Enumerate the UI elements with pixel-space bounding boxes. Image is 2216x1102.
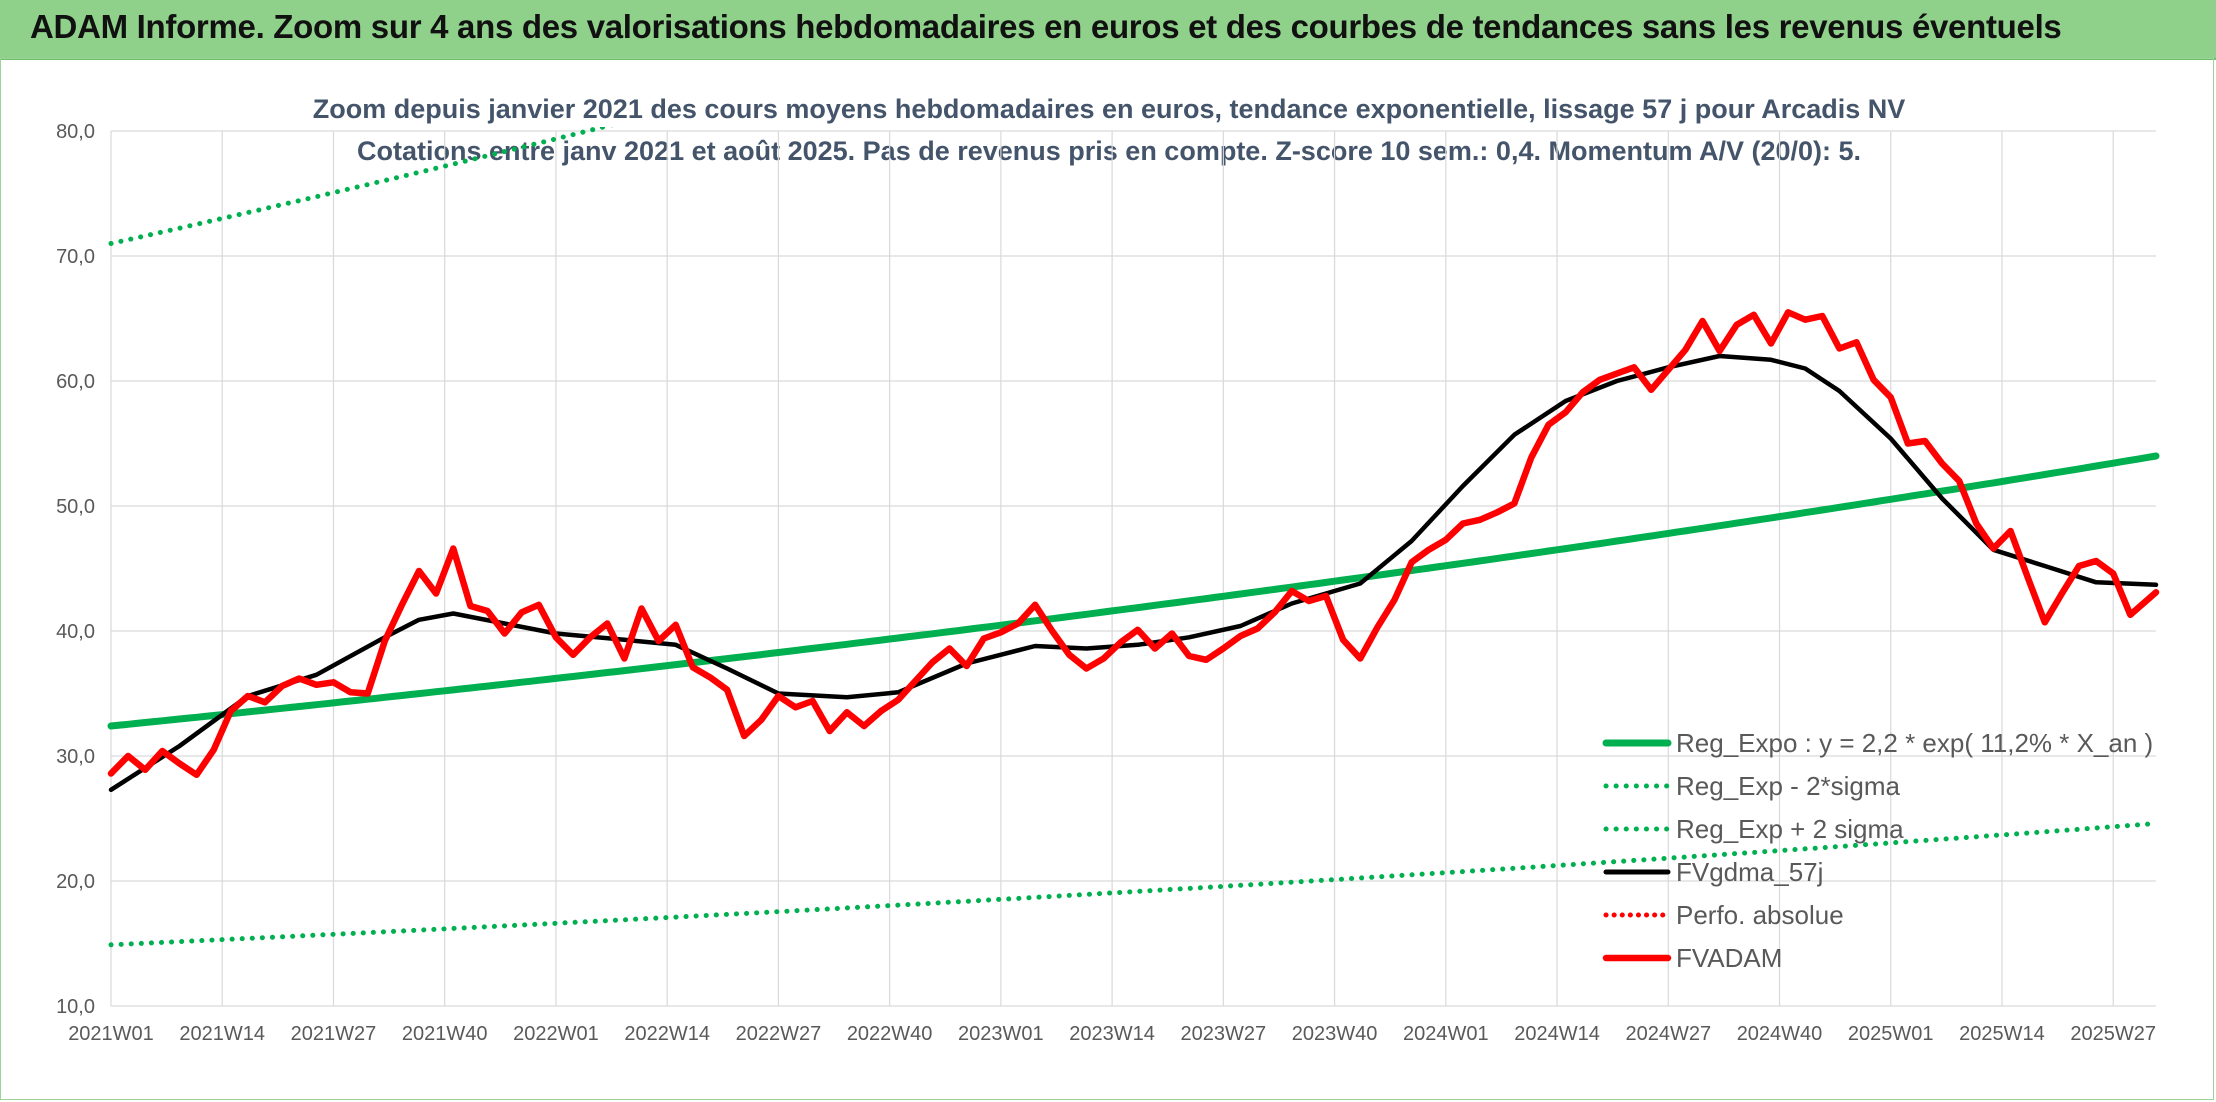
y-tick-label: 80,0 [56, 121, 95, 143]
x-tick-label: 2022W40 [847, 1023, 933, 1045]
y-tick-label: 10,0 [56, 996, 95, 1018]
legend-label: FVgdma_57j [1676, 857, 1823, 887]
x-tick-label: 2023W01 [958, 1023, 1044, 1045]
y-tick-label: 20,0 [56, 871, 95, 893]
y-tick-label: 50,0 [56, 496, 95, 518]
x-tick-label: 2023W14 [1069, 1023, 1155, 1045]
line-chart: Zoom depuis janvier 2021 des cours moyen… [56, 94, 2160, 1045]
x-tick-label: 2024W27 [1625, 1023, 1711, 1045]
series-lines [107, 127, 2160, 948]
price-line [107, 309, 2160, 779]
x-tick-label: 2023W40 [1292, 1023, 1378, 1045]
x-tick-label: 2023W27 [1181, 1023, 1267, 1045]
x-tick-label: 2021W14 [179, 1023, 265, 1045]
y-tick-label: 40,0 [56, 621, 95, 643]
x-tick-label: 2021W40 [402, 1023, 488, 1045]
x-tick-label: 2022W01 [513, 1023, 599, 1045]
x-tick-label: 2024W01 [1403, 1023, 1489, 1045]
legend-label: Reg_Exp + 2 sigma [1676, 814, 1904, 844]
chart-frame: Zoom depuis janvier 2021 des cours moyen… [0, 58, 2214, 1100]
y-tick-label: 70,0 [56, 246, 95, 268]
x-tick-label: 2025W01 [1848, 1023, 1934, 1045]
legend-label: FVADAM [1676, 943, 1782, 973]
y-tick-label: 30,0 [56, 746, 95, 768]
legend: Reg_Expo : y = 2,2 * exp( 11,2% * X_an )… [1602, 728, 2153, 973]
trend-line [107, 452, 2160, 730]
chart-subtitle-line2: Cotations entre janv 2021 et août 2025. … [357, 136, 1861, 166]
x-tick-label: 2024W40 [1737, 1023, 1823, 1045]
legend-label: Perfo. absolue [1676, 900, 1844, 930]
legend-label: Reg_Exp - 2*sigma [1676, 771, 1901, 801]
legend-label: Reg_Expo : y = 2,2 * exp( 11,2% * X_an ) [1676, 728, 2153, 758]
x-tick-label: 2022W14 [624, 1023, 710, 1045]
x-tick-label: 2025W14 [1959, 1023, 2045, 1045]
chart-subtitle-line1: Zoom depuis janvier 2021 des cours moyen… [313, 94, 1906, 124]
y-tick-label: 60,0 [56, 371, 95, 393]
x-tick-label: 2021W27 [291, 1023, 377, 1045]
x-tick-label: 2022W27 [736, 1023, 822, 1045]
x-tick-label: 2025W27 [2070, 1023, 2156, 1045]
page-title: ADAM Informe. Zoom sur 4 ans des valoris… [30, 8, 2062, 45]
header-banner: ADAM Informe. Zoom sur 4 ans des valoris… [0, 0, 2216, 60]
smoothed-line [108, 353, 2159, 793]
axis-labels: 10,0 20,0 30,0 40,0 50,0 60,0 70,0 80,0 2021W01 2… [56, 121, 2156, 1045]
lower-sigma-line [108, 821, 2159, 948]
gridlines [110, 130, 2156, 1007]
x-tick-label: 2021W01 [68, 1023, 154, 1045]
x-tick-label: 2024W14 [1514, 1023, 1600, 1045]
